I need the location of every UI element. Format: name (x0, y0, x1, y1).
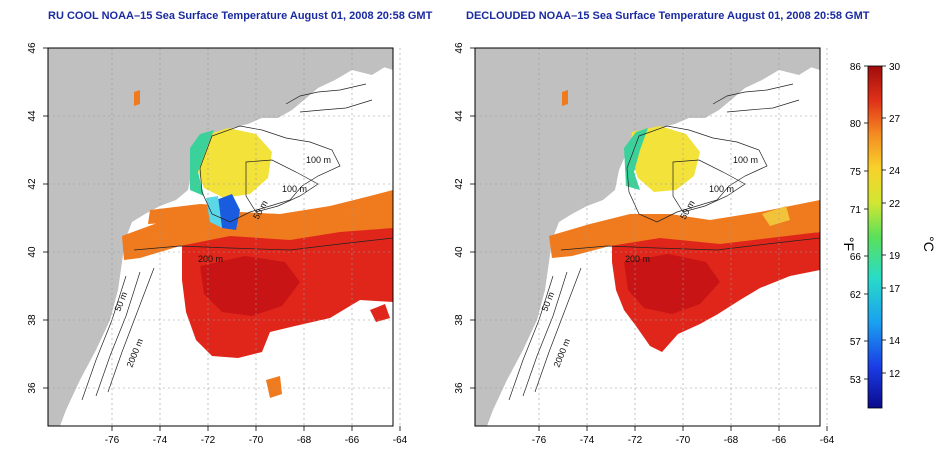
lat-tick-label: 46 (454, 42, 465, 54)
celsius-tick-label: 24 (889, 166, 901, 177)
land-mass (48, 48, 393, 426)
isobath-label-100m-b: 100 m (282, 184, 307, 194)
temperature-colorbar: 86 80 75 71 66 62 57 53 30 27 24 22 19 17 14 12 °F °C (841, 62, 937, 409)
right-grid (475, 48, 828, 426)
sst-patch-nw (562, 90, 568, 106)
colorbar-gradient (867, 65, 883, 409)
right-map-title: DECLOUDED NOAA–15 Sea Surface Temperatur… (466, 10, 870, 22)
sst-hot-core (200, 256, 300, 316)
lon-tick-label: -68 (724, 435, 739, 446)
lat-tick-label: 36 (27, 382, 38, 394)
lat-tick-label: 44 (27, 110, 38, 122)
fahrenheit-tick-label: 75 (850, 167, 862, 178)
celsius-tick-label: 14 (889, 336, 901, 347)
sst-patch-south (266, 376, 282, 398)
sst-hot-core (624, 254, 720, 314)
lon-tick-label: -70 (676, 435, 691, 446)
sst-green-rim (624, 128, 648, 190)
sst-yellow-patch (762, 206, 790, 226)
lat-tick-label: 46 (27, 42, 38, 54)
sst-yellow-eddy (196, 128, 272, 198)
sst-green-rim (190, 130, 214, 196)
lon-tick-label: -64 (820, 435, 835, 446)
colorbar-ticks: 86 80 75 71 66 62 57 53 30 27 24 22 19 17 14 12 (850, 62, 901, 386)
left-map-title: RU COOL NOAA–15 Sea Surface Temperature … (48, 10, 433, 22)
isobath-contours (508, 83, 820, 401)
sst-yellow-eddy (630, 126, 700, 192)
lat-tick-label: 42 (27, 178, 38, 190)
lon-tick-label: -64 (393, 435, 408, 446)
fahrenheit-tick-label: 62 (850, 290, 862, 301)
isobath-label-100m-b: 100 m (709, 184, 734, 194)
lon-tick-label: -66 (345, 435, 360, 446)
left-axis-ticks: -76 -74 -72 -70 -68 -66 -64 46 44 42 40 38 36 (27, 42, 408, 446)
lat-tick-label: 44 (454, 110, 465, 122)
isobath-label-200m: 200 m (198, 254, 223, 264)
isobath-label-100m-a: 100 m (306, 155, 331, 165)
celsius-tick-label: 17 (889, 284, 901, 295)
lat-tick-label: 38 (27, 314, 38, 326)
lon-tick-label: -74 (153, 435, 168, 446)
lon-tick-label: -70 (249, 435, 264, 446)
isobath-label-100m-a: 100 m (733, 155, 758, 165)
fahrenheit-tick-label: 71 (850, 205, 862, 216)
sst-orange-band (549, 200, 820, 258)
lon-tick-label: -66 (772, 435, 787, 446)
lon-tick-label: -72 (628, 435, 643, 446)
lon-tick-label: -76 (532, 435, 547, 446)
celsius-tick-label: 27 (889, 114, 901, 125)
lat-tick-label: 42 (454, 178, 465, 190)
celsius-tick-label: 30 (889, 62, 901, 73)
sst-patch-sw (370, 304, 390, 322)
right-axis-ticks: -76 -74 -72 -70 -68 -66 -64 46 44 42 40 38 36 (454, 42, 835, 446)
lat-tick-label: 40 (27, 246, 38, 258)
sst-orange-band (122, 190, 393, 260)
isobath-contours (81, 83, 393, 401)
lat-tick-label: 38 (454, 314, 465, 326)
island (797, 48, 820, 70)
land-mass (475, 48, 820, 426)
fahrenheit-label: °F (841, 237, 857, 251)
sst-patch-nw (134, 90, 140, 106)
fahrenheit-tick-label: 86 (850, 62, 862, 73)
celsius-tick-label: 22 (889, 199, 901, 210)
island (370, 48, 393, 70)
isobath-label-200m: 200 m (625, 254, 650, 264)
left-map-frame (47, 47, 394, 427)
celsius-tick-label: 19 (889, 251, 901, 262)
lat-tick-label: 36 (454, 382, 465, 394)
fahrenheit-tick-label: 80 (850, 119, 862, 130)
lon-tick-label: -72 (201, 435, 216, 446)
right-map-frame (474, 47, 821, 427)
lon-tick-label: -68 (297, 435, 312, 446)
fahrenheit-tick-label: 53 (850, 375, 862, 386)
lat-tick-label: 40 (454, 246, 465, 258)
sst-cold-upwelling (216, 194, 240, 230)
left-sst-map: 100 m 100 m 50 m 200 m 50 m 2000 m -76 -7… (27, 42, 408, 446)
right-sst-map: 100 m 100 m 50 m 200 m 50 m 2000 m -76 -7… (454, 42, 835, 446)
left-grid (48, 48, 401, 426)
fahrenheit-tick-label: 57 (850, 337, 862, 348)
celsius-label: °C (921, 236, 937, 252)
fahrenheit-tick-label: 66 (850, 252, 862, 263)
lon-tick-label: -74 (580, 435, 595, 446)
sst-cyan-edge (206, 196, 222, 228)
celsius-tick-label: 12 (889, 369, 901, 380)
lon-tick-label: -76 (105, 435, 120, 446)
